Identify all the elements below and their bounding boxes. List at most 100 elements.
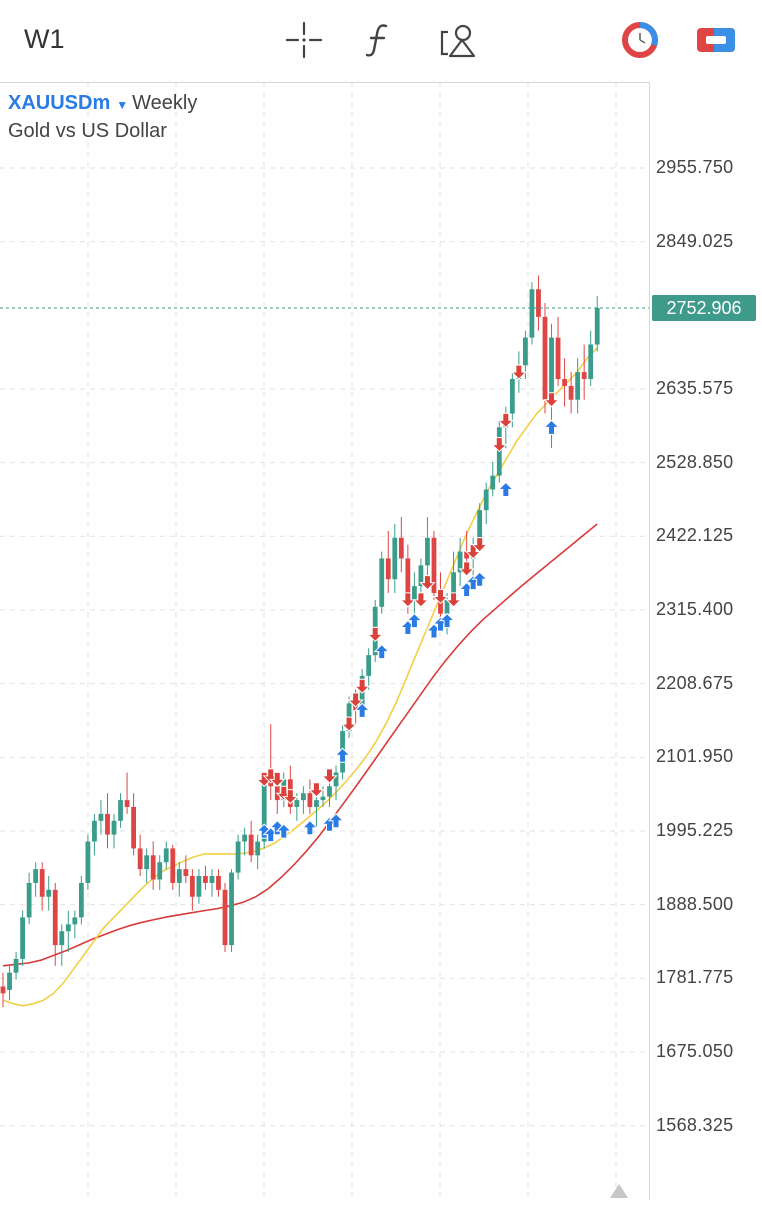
buy-signal-arrow xyxy=(406,612,423,629)
candle-body xyxy=(216,876,221,890)
sell-signal-arrow xyxy=(510,364,528,380)
candle-body xyxy=(85,841,91,883)
sell-signal-arrow xyxy=(340,716,358,732)
chevron-down-icon[interactable]: ▼ xyxy=(116,98,129,112)
buy-signal-arrow xyxy=(543,419,560,435)
candle-body xyxy=(366,655,372,676)
candle-body xyxy=(59,931,65,946)
candle-body xyxy=(196,876,202,897)
indicators-icon[interactable] xyxy=(358,18,402,62)
y-tick-label: 2635.575 xyxy=(656,377,734,398)
candle-body xyxy=(333,772,339,787)
candle-body xyxy=(39,869,45,897)
chart-area[interactable] xyxy=(0,82,762,1200)
candle-body xyxy=(300,793,306,801)
candle-body xyxy=(144,855,150,870)
candle-body xyxy=(131,806,136,849)
candle-body xyxy=(170,848,176,883)
one-click-trading-icon[interactable] xyxy=(694,18,738,62)
sell-signal-arrow xyxy=(347,692,364,708)
sell-signal-arrow xyxy=(321,768,338,784)
candle-body xyxy=(555,337,561,380)
buy-signal-arrow xyxy=(438,612,456,629)
chart-legend: XAUUSDm ▼ Weekly Gold vs US Dollar xyxy=(8,90,197,144)
scroll-handle-icon[interactable] xyxy=(610,1184,628,1198)
ma-slow-line xyxy=(2,523,598,967)
sell-signal-arrow xyxy=(412,592,430,608)
y-tick-label: 1781.775 xyxy=(656,967,734,988)
candle-body xyxy=(13,958,19,973)
candle-body xyxy=(229,872,234,946)
y-tick-label: 2208.675 xyxy=(656,672,734,693)
candle-body xyxy=(451,572,456,600)
candle-body xyxy=(150,855,156,880)
candle-body xyxy=(385,558,391,580)
candle-body xyxy=(20,917,25,959)
candle-body xyxy=(294,800,300,807)
candle-body xyxy=(203,876,208,883)
candle-body xyxy=(98,813,104,821)
period-label: Weekly xyxy=(132,92,198,114)
y-tick-label: 2315.400 xyxy=(656,598,734,619)
candle-body xyxy=(457,551,463,573)
candle-body xyxy=(444,599,450,614)
sell-signal-arrow xyxy=(419,575,436,591)
y-tick-label: 1568.325 xyxy=(656,1114,734,1135)
y-tick-label: 2422.125 xyxy=(656,525,734,546)
sell-signal-arrow xyxy=(445,592,462,608)
candle-body xyxy=(33,869,39,883)
candle-body xyxy=(594,307,600,345)
sell-signal-arrow xyxy=(367,626,384,643)
candle-body xyxy=(464,551,470,559)
y-tick-label: 2528.850 xyxy=(656,451,734,472)
candle-body xyxy=(536,289,541,317)
candle-body xyxy=(176,869,182,883)
candle-body xyxy=(157,862,163,880)
price-chart xyxy=(0,82,650,1200)
candle-body xyxy=(562,379,567,386)
objects-icon[interactable] xyxy=(438,18,482,62)
candle-body xyxy=(183,869,189,877)
candle-body xyxy=(163,848,169,863)
sell-signal-arrow xyxy=(353,678,371,694)
candle-body xyxy=(431,537,437,594)
buy-signal-arrow xyxy=(301,819,319,836)
timeframe-label[interactable]: W1 xyxy=(24,24,65,54)
candle-body xyxy=(0,986,6,994)
candle-body xyxy=(26,882,32,918)
trade-history-icon[interactable] xyxy=(618,18,662,62)
candle-body xyxy=(314,800,319,807)
candle-body xyxy=(307,793,313,807)
candle-body xyxy=(118,800,123,821)
sell-signal-arrow xyxy=(497,412,515,429)
buy-signal-arrow xyxy=(497,481,515,497)
y-tick-label: 1888.500 xyxy=(656,893,734,914)
candle-body xyxy=(124,800,130,807)
sell-signal-arrow xyxy=(432,588,449,605)
candle-body xyxy=(72,917,78,925)
candle-body xyxy=(222,889,228,946)
candle-body xyxy=(549,337,554,400)
candle-body xyxy=(255,841,261,856)
current-price-tag: 2752.906 xyxy=(652,294,756,321)
candle-body xyxy=(78,882,84,918)
candle-body xyxy=(261,779,267,842)
y-tick-label: 1675.050 xyxy=(656,1041,734,1062)
y-tick-label: 2849.025 xyxy=(656,230,734,251)
candle-body xyxy=(111,820,117,835)
candle-body xyxy=(46,889,52,897)
candle-body xyxy=(529,289,535,338)
symbol-name[interactable]: XAUUSDm xyxy=(8,92,111,114)
crosshair-icon[interactable] xyxy=(282,18,326,62)
candle-body xyxy=(392,537,398,580)
candle-body xyxy=(137,848,143,870)
buy-signal-arrow xyxy=(471,571,488,587)
candle-body xyxy=(575,372,581,400)
candle-body xyxy=(588,344,594,380)
buy-signal-arrow xyxy=(327,813,345,829)
candle-body xyxy=(320,796,326,801)
symbol-description: Gold vs US Dollar xyxy=(8,120,167,142)
candle-body xyxy=(568,385,574,400)
candle-body xyxy=(483,489,489,511)
candle-body xyxy=(477,510,483,545)
